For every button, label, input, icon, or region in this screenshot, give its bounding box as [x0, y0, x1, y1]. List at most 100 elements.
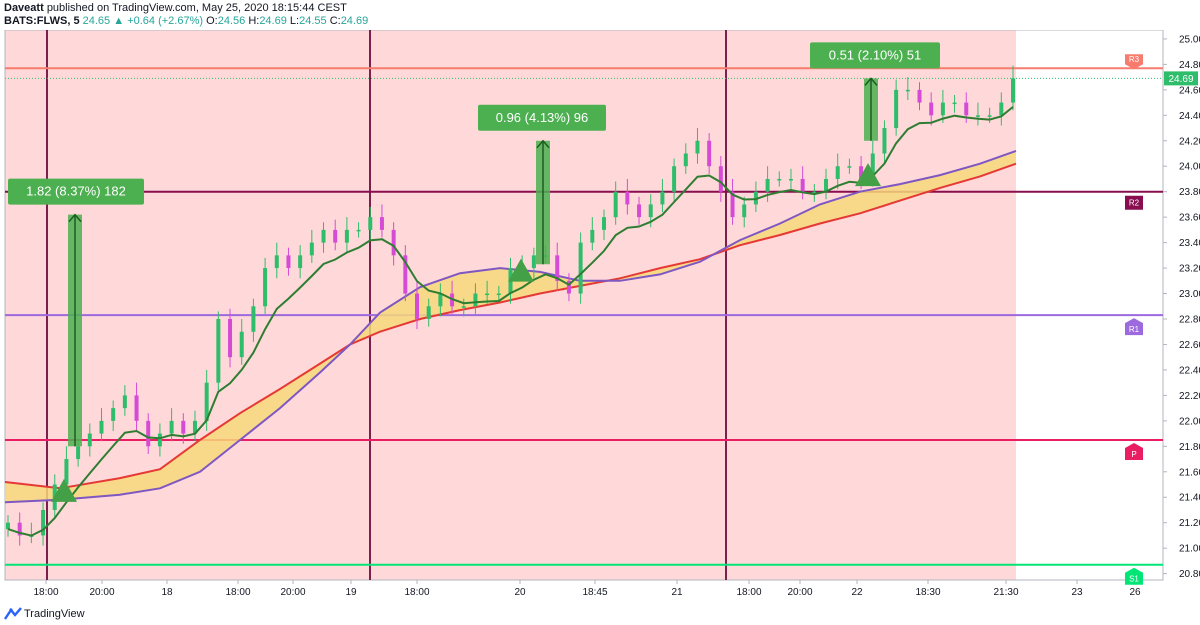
y-tick-label: 23.40: [1179, 238, 1200, 249]
candle: [496, 285, 501, 302]
candle-body: [239, 331, 244, 358]
candle: [531, 247, 536, 279]
arrow-up-icon: [68, 213, 82, 223]
y-tick-label: 23.60: [1179, 213, 1200, 224]
current-price-tag: 24.69: [1164, 71, 1198, 86]
measure-tool[interactable]: 0.51 (2.10%) 51: [810, 42, 940, 141]
candle-body: [496, 293, 501, 296]
candle-body: [672, 166, 677, 192]
candle: [122, 385, 127, 416]
candle: [263, 257, 268, 314]
candle-body: [309, 242, 314, 256]
candle: [426, 298, 431, 327]
high-label: H:: [248, 15, 260, 27]
candle: [601, 209, 606, 241]
candle-body: [707, 140, 712, 167]
candle-body: [122, 395, 127, 409]
arrow-up-icon: [536, 139, 550, 149]
x-tick-label: 18:00: [736, 587, 761, 598]
candle: [940, 89, 945, 123]
candle-body: [41, 509, 46, 536]
level-tag-r2: R2: [1125, 195, 1143, 210]
tradingview-brand[interactable]: TradingView: [24, 608, 85, 620]
candle-body: [134, 395, 139, 421]
candle-body: [835, 166, 840, 179]
symbol-line: BATS:FLWS, 5 24.65 ▲ +0.64 (+2.67%) O:24…: [4, 15, 368, 27]
level-tag-r1: R1: [1125, 318, 1143, 336]
candle-body: [590, 229, 595, 243]
candle-body: [181, 420, 186, 434]
candle: [216, 311, 221, 391]
x-axis: 18:00 20:00 18 18:00 20:00 19 18:00 20 18:45 21 18…: [5, 579, 1163, 598]
candle-body: [847, 166, 852, 168]
ema-band-lower-line: [4, 162, 1017, 490]
candle: [578, 232, 583, 304]
candle-body: [169, 420, 174, 434]
candle-body: [765, 178, 770, 192]
candle: [975, 102, 980, 126]
candle: [788, 168, 793, 190]
candle-body: [566, 280, 571, 294]
candle-body: [415, 293, 420, 320]
candle: [298, 245, 303, 279]
change-arrow-icon: ▲: [113, 15, 125, 27]
candle-body: [660, 191, 665, 205]
candle: [718, 156, 723, 202]
arrow-up-icon: [864, 77, 878, 86]
candle: [6, 515, 10, 537]
author-name[interactable]: Daveatt: [4, 2, 44, 14]
candle: [894, 79, 899, 136]
x-tick-label: 18:45: [582, 587, 607, 598]
tradingview-logo-icon[interactable]: [4, 607, 22, 621]
y-axis: 25.00 24.80 24.60 24.40 24.20 24.00 23.80 23.60…: [1162, 30, 1200, 580]
candle: [905, 77, 910, 101]
candle: [379, 204, 384, 238]
candle: [812, 184, 817, 202]
y-tick-label: 24.80: [1179, 60, 1200, 71]
candle-body: [812, 191, 817, 194]
candle: [368, 206, 373, 241]
candle: [321, 222, 326, 253]
low-label: L:: [289, 15, 300, 27]
measure-tool[interactable]: 0.96 (4.13%) 96: [478, 104, 606, 265]
chart-header: Daveatt published on TradingView.com, Ma…: [0, 0, 1200, 30]
candle-body: [824, 178, 829, 192]
candle-body: [76, 446, 81, 460]
candle-body: [403, 255, 408, 294]
candle-body: [228, 319, 233, 358]
candle-body: [683, 153, 688, 167]
level-tag-label: R3: [1129, 55, 1140, 64]
candle: [157, 423, 162, 457]
candle: [356, 222, 361, 238]
y-tick-label: 21.80: [1179, 442, 1200, 453]
candle-body: [146, 420, 151, 447]
x-tick-label: 18:00: [404, 587, 429, 598]
level-tag-shape: [1125, 195, 1143, 210]
x-tick-label: 18:00: [225, 587, 250, 598]
candle: [695, 128, 700, 164]
level-tag-p: P: [1125, 442, 1143, 460]
candle: [286, 247, 291, 276]
candle: [344, 217, 349, 253]
candle-body: [578, 242, 583, 294]
buy-signal-triangle-icon: [508, 258, 534, 282]
y-tick-label: 24.60: [1179, 85, 1200, 96]
candle-body: [344, 229, 349, 243]
candle-body: [485, 293, 490, 296]
x-tick-label: 20:00: [787, 587, 812, 598]
measure-tool[interactable]: 1.82 (8.37%) 182: [8, 178, 144, 447]
candle: [637, 196, 642, 225]
y-tick-label: 21.20: [1179, 518, 1200, 529]
open-label: O:: [206, 15, 218, 27]
open-value: 24.56: [217, 15, 246, 27]
y-tick-label: 24.20: [1179, 136, 1200, 147]
x-tick-label: 18:00: [33, 587, 58, 598]
price-chart[interactable]: 25.00 24.80 24.60 24.40 24.20 24.00 23.80 23.60…: [0, 30, 1200, 603]
candle: [87, 423, 92, 457]
chart-footer: TradingView: [0, 603, 1200, 625]
candle: [333, 219, 338, 251]
candle: [777, 171, 782, 187]
buy-signal-triangle-icon: [855, 163, 881, 187]
candle: [461, 298, 466, 317]
y-tick-label: 21.00: [1179, 544, 1200, 555]
